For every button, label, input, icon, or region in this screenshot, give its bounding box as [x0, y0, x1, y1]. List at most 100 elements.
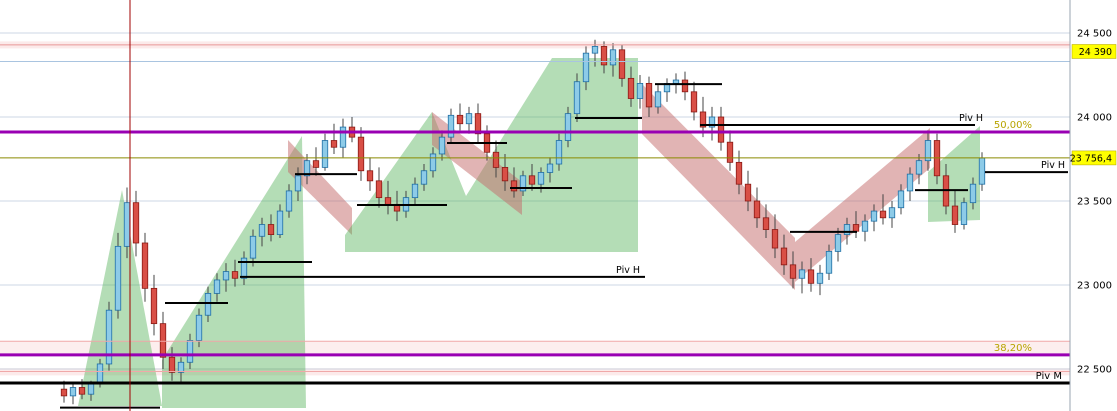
candle [897, 184, 905, 215]
level-label: 50,00% [994, 120, 1032, 131]
candle-body [168, 356, 176, 373]
candle-body [843, 224, 851, 235]
candle [204, 286, 212, 322]
candle [555, 133, 563, 171]
candle-body [177, 361, 185, 373]
candle [519, 170, 527, 196]
candle-body [870, 210, 878, 222]
candle [825, 244, 833, 280]
candle-body [591, 46, 599, 54]
candle [699, 96, 707, 138]
candle [681, 71, 689, 101]
candle-body [411, 183, 419, 199]
bearish-zone [642, 84, 795, 290]
bullish-zone [345, 58, 638, 252]
candle [951, 190, 959, 233]
candle [69, 384, 77, 405]
price-badge-label: 24 390 [1079, 47, 1112, 58]
candle [240, 251, 248, 285]
candle [186, 333, 194, 369]
candle [906, 167, 914, 201]
candle-body [672, 79, 680, 84]
candle-body [78, 387, 86, 395]
candle-body [249, 235, 257, 259]
candles-layer [60, 39, 986, 405]
candle-body [357, 136, 365, 172]
candle-body [438, 136, 446, 155]
candle [708, 106, 716, 141]
candle [456, 103, 464, 131]
candle-body [123, 202, 131, 247]
candle-body [510, 180, 518, 192]
candle [753, 187, 761, 228]
candle-body [852, 224, 860, 232]
axis-tick-label: 24 000 [1077, 112, 1112, 123]
price-axis[interactable]: 24 500 24 000 23 500 23 000 22 500 24 390 23 7… [1069, 0, 1117, 411]
candle-body [204, 292, 212, 316]
candle [474, 103, 482, 143]
candle-body [222, 271, 230, 281]
candle [447, 108, 455, 144]
candle [222, 263, 230, 292]
candle [618, 44, 626, 87]
candle [780, 234, 788, 275]
axis-tick-label: 23 500 [1077, 196, 1112, 207]
candle-body [330, 140, 338, 148]
candle-body [897, 190, 905, 209]
candle-body [555, 140, 563, 165]
candle [303, 153, 311, 185]
candle [132, 190, 140, 257]
candle-body [96, 363, 104, 385]
candle-body [600, 46, 608, 66]
candle-body [798, 269, 806, 279]
bullish-zone [928, 126, 980, 222]
candle-body [780, 247, 788, 266]
candle [591, 39, 599, 67]
candle-body [807, 269, 815, 284]
candle-body [456, 114, 464, 125]
candle-body [627, 77, 635, 99]
candle [258, 217, 266, 247]
candle-body [186, 340, 194, 363]
candle-body [690, 91, 698, 113]
candle [573, 73, 581, 123]
price-badge: 24 390 [1071, 44, 1117, 59]
candle [870, 204, 878, 232]
candle-body [429, 153, 437, 172]
candle-body [951, 205, 959, 225]
candle [609, 43, 617, 77]
candle [888, 200, 896, 228]
candle-body [519, 175, 527, 192]
candle-body [789, 264, 797, 279]
candle-body [879, 210, 887, 219]
candle-body [447, 114, 455, 138]
candle-body [915, 160, 923, 175]
level-label: Piv M [1036, 371, 1062, 382]
candle-body [132, 202, 140, 244]
candle-body [285, 190, 293, 212]
candle [411, 177, 419, 205]
candle-body [105, 309, 113, 365]
candle [600, 41, 608, 74]
candle-body [528, 175, 536, 185]
candle-body [573, 81, 581, 115]
candle-body [276, 210, 284, 235]
candle [690, 81, 698, 121]
candle [114, 232, 122, 319]
candle [339, 118, 347, 158]
candle-body [87, 383, 95, 395]
candle-body [609, 49, 617, 66]
candle-body [267, 224, 275, 235]
candle [564, 106, 572, 148]
pivot-label: Piv H [1041, 160, 1065, 171]
candle [582, 46, 590, 91]
candle [267, 214, 275, 242]
candle-body [537, 172, 545, 185]
candle-body [312, 160, 320, 168]
candle [294, 167, 302, 201]
candle [438, 130, 446, 161]
candle [861, 214, 869, 242]
